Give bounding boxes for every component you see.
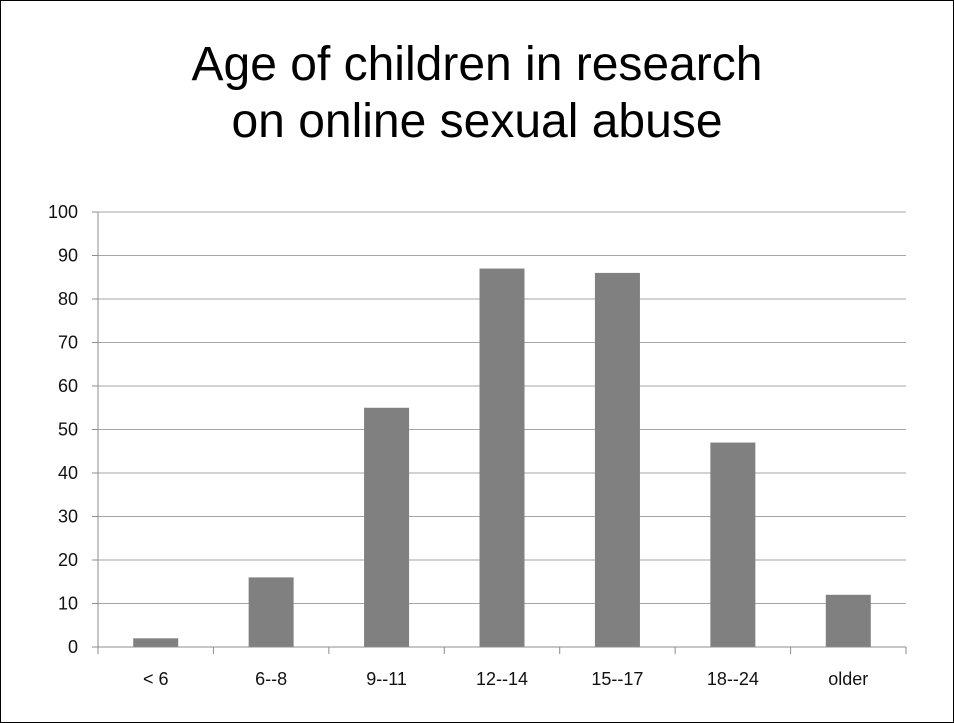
x-tick-label: 18--24 xyxy=(707,669,759,689)
y-tick-label: 60 xyxy=(58,376,78,396)
axes xyxy=(92,211,907,654)
bar-1 xyxy=(133,638,179,647)
bar-2 xyxy=(248,577,294,647)
x-tick-label: 15--17 xyxy=(591,669,643,689)
y-tick-label: 100 xyxy=(48,202,78,222)
y-tick-label: 0 xyxy=(68,637,78,657)
x-tick-label: 6--8 xyxy=(255,669,287,689)
tick-labels: 0 10 20 30 40 50 60 70 80 90 100 < 6 6--8 9--11 12--14… xyxy=(48,202,868,689)
bar-7 xyxy=(825,594,871,647)
x-tick-label: 9--11 xyxy=(366,669,407,689)
chart-title: Age of children in research on online se… xyxy=(0,36,954,150)
y-tick-label: 30 xyxy=(58,507,78,527)
chart-title-line-2: on online sexual abuse xyxy=(231,95,723,148)
bar-3 xyxy=(364,407,410,647)
bar-6 xyxy=(710,442,756,647)
y-tick-label: 20 xyxy=(58,550,78,570)
y-tick-label: 50 xyxy=(58,420,78,440)
bar-4 xyxy=(479,268,525,647)
bars xyxy=(133,268,871,647)
y-tick-label: 10 xyxy=(58,594,78,614)
x-tick-label: < 6 xyxy=(143,669,169,689)
y-tick-label: 70 xyxy=(58,333,78,353)
y-tick-label: 40 xyxy=(58,463,78,483)
chart-title-line-1: Age of children in research xyxy=(191,38,763,91)
x-tick-label: older xyxy=(828,669,868,689)
y-tick-label: 80 xyxy=(58,289,78,309)
y-tick-label: 90 xyxy=(58,246,78,266)
x-tick-label: 12--14 xyxy=(476,669,528,689)
bar-5 xyxy=(594,272,640,647)
